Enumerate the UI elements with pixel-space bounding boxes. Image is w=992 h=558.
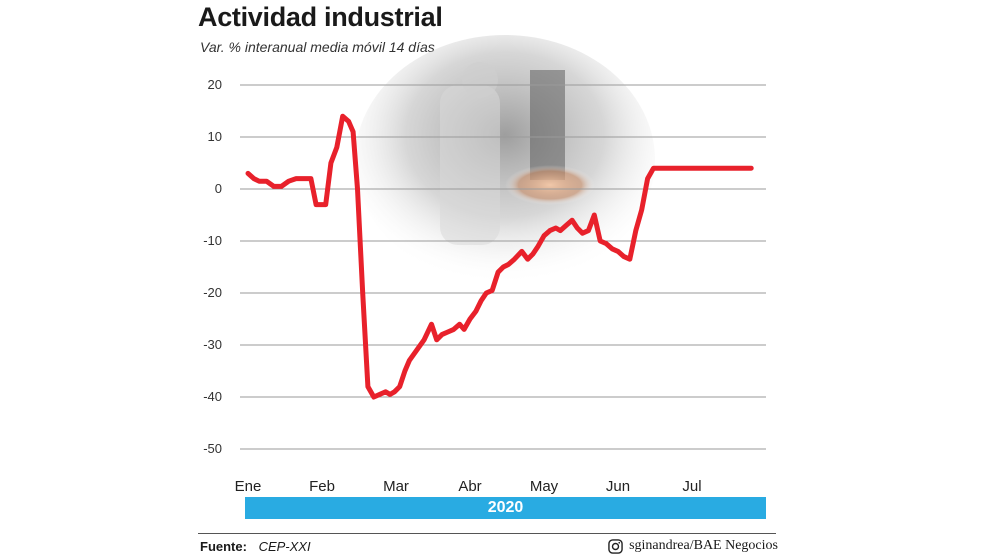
x-tick-label: Feb	[309, 478, 335, 495]
source-value: CEP-XXI	[258, 539, 311, 554]
chart-title: Actividad industrial	[198, 2, 443, 32]
instagram-icon	[608, 538, 623, 554]
year-label: 2020	[487, 499, 524, 516]
y-tick-label: -40	[203, 389, 222, 404]
y-tick-label: -30	[203, 337, 222, 352]
x-tick-label: Abr	[458, 478, 481, 495]
x-tick-label: Jun	[606, 478, 630, 495]
x-tick-label: May	[530, 478, 559, 495]
y-tick-label: 10	[208, 129, 222, 144]
series-line	[245, 113, 754, 400]
credit-text: sginandrea/BAE Negocios	[629, 538, 778, 553]
y-tick-label: -50	[203, 441, 222, 456]
x-tick-label: Ene	[235, 478, 262, 495]
y-tick-label: -10	[203, 233, 222, 248]
background-photo	[355, 35, 655, 285]
y-tick-label: 20	[208, 77, 222, 92]
chart-subtitle: Var. % interanual media móvil 14 días	[200, 39, 435, 55]
source-label: Fuente:	[200, 539, 247, 554]
y-tick-label: -20	[203, 285, 222, 300]
y-tick-label: 0	[215, 181, 222, 196]
footer-divider	[198, 533, 776, 534]
x-tick-label: Jul	[682, 478, 701, 495]
credit: sginandrea/BAE Negocios	[608, 538, 778, 554]
x-tick-label: Mar	[383, 478, 409, 495]
source-note: Fuente: CEP-XXI	[200, 539, 311, 554]
year-band	[245, 497, 766, 519]
